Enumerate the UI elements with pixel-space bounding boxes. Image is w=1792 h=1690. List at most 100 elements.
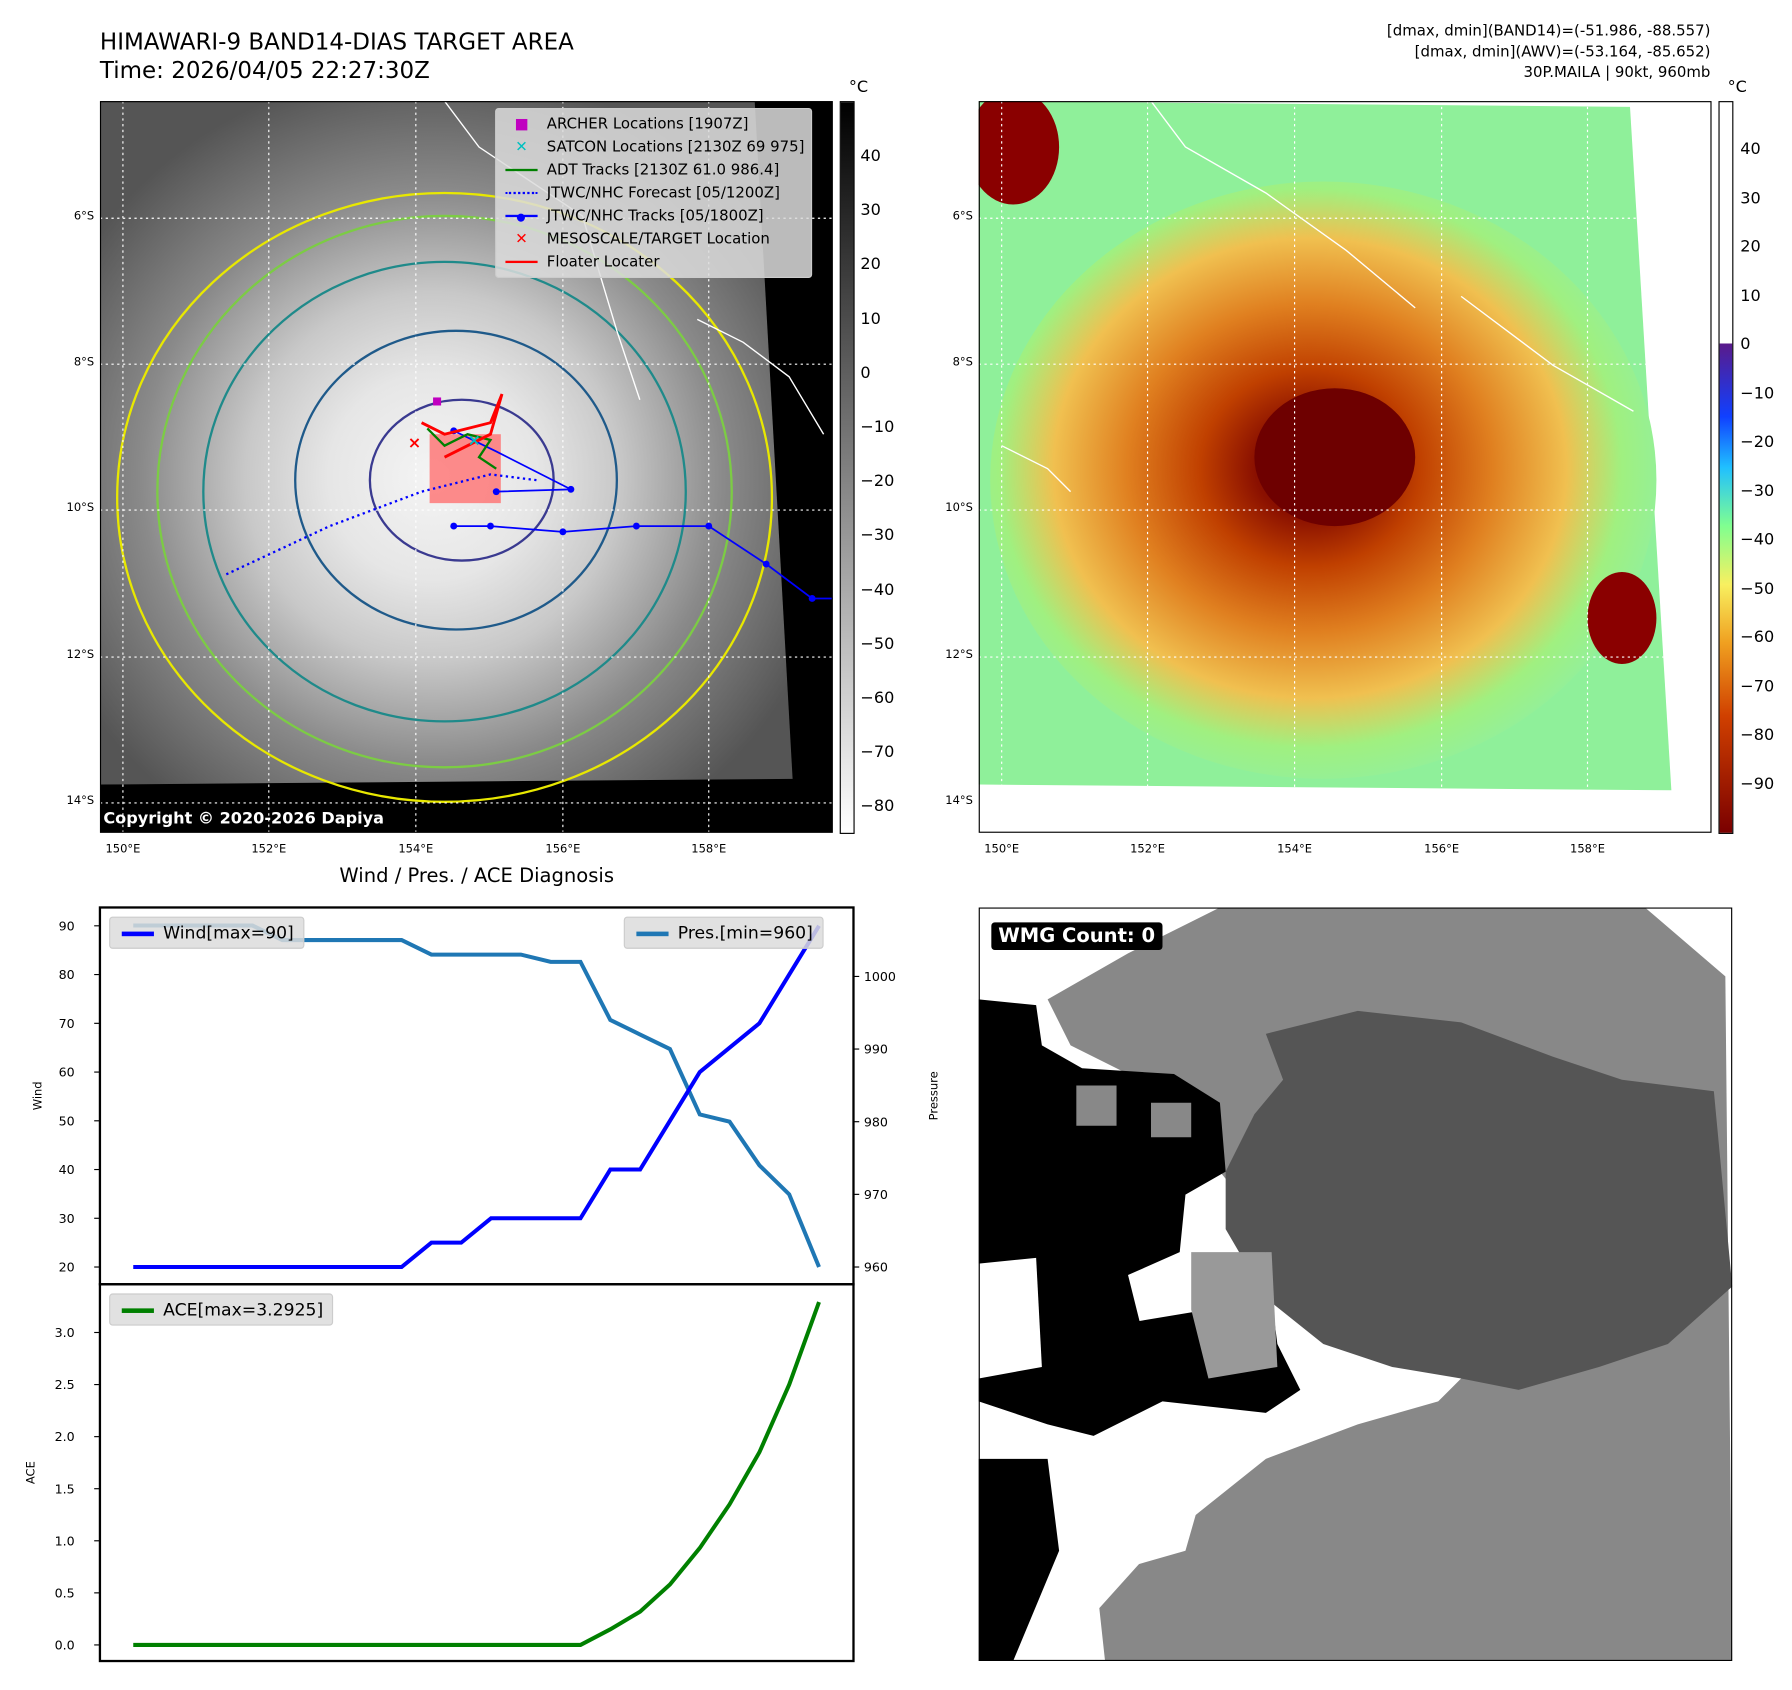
colorbar-tick-right: 10 <box>1740 286 1761 305</box>
colorbar-tick-right: −30 <box>1740 481 1775 501</box>
lon-label-left: 152°E <box>251 843 287 856</box>
lat-label-left: 14°S <box>66 794 95 808</box>
colorbar-tick-right: −10 <box>1740 384 1775 403</box>
forecast-track <box>225 473 537 576</box>
x-marker-icon: ✕ <box>515 230 528 248</box>
ace-tick-label: 3.0 <box>55 1325 75 1340</box>
legend-archer: ■ ARCHER Locations [1907Z] <box>503 113 804 136</box>
ace-legend: ACE[max=3.2925] <box>109 1293 334 1326</box>
colorbar-unit: °C <box>848 78 869 97</box>
wmg-dark-region <box>1225 1010 1733 1390</box>
wmg-count-label: WMG Count: 0 <box>991 922 1162 950</box>
lon-label-right: 156°E <box>1424 843 1460 856</box>
lon-label-right: 158°E <box>1570 843 1605 856</box>
storm-info: 30P.MAILA | 90kt, 960mb <box>1523 64 1711 82</box>
colorbar-tick-left: 10 <box>860 309 881 329</box>
wind-tick-label: 90 <box>59 918 75 933</box>
satcon-marker: × <box>468 431 481 450</box>
lat-label-right: 8°S <box>952 356 973 369</box>
colorbar-tick-right: −80 <box>1740 725 1775 745</box>
wind-tick-label: 70 <box>59 1016 75 1031</box>
colorbar-tick-left: −40 <box>860 580 895 600</box>
ace-tick-label: 0.5 <box>55 1585 75 1600</box>
lat-label-left: 12°S <box>66 649 95 662</box>
colorbar-tick-right: 40 <box>1740 140 1761 159</box>
ace-tick-label: 0.0 <box>55 1638 75 1653</box>
pressure-tick-label: 980 <box>864 1114 888 1129</box>
legend-target: ✕ MESOSCALE/TARGET Location <box>503 227 804 250</box>
band14-map-frame <box>99 101 833 833</box>
lat-label-right: 14°S <box>945 794 973 808</box>
lon-label-right: 152°E <box>1130 843 1166 856</box>
line-icon <box>119 1299 156 1320</box>
ace-tick-label: 1.5 <box>55 1481 75 1496</box>
colorbar-tick-right: 30 <box>1740 188 1761 208</box>
colorbar-tick-right: −90 <box>1740 774 1775 794</box>
colorbar-tick-right: 0 <box>1740 335 1751 354</box>
colorbar-tick-right: −50 <box>1740 579 1775 598</box>
colorbar-tick-left: −30 <box>860 526 895 545</box>
adt-track <box>426 427 497 470</box>
map-legend: ■ ARCHER Locations [1907Z] ✕ SATCON Locati… <box>495 107 813 278</box>
stats-band14: [dmax, dmin](BAND14)=(-51.986, -88.557) <box>1386 22 1711 41</box>
best-track <box>453 525 833 600</box>
wind-tick-label: 30 <box>59 1211 75 1226</box>
colorbar-tick-right: −40 <box>1740 530 1775 550</box>
square-marker-icon: ■ <box>514 115 529 133</box>
figure-time: Time: 2026/04/05 22:27:30Z <box>99 56 430 84</box>
lon-label-left: 156°E <box>545 843 581 856</box>
lat-label-left: 8°S <box>73 356 95 369</box>
colorbar-tick-right: −60 <box>1740 628 1775 647</box>
colorbar-tick-left: −50 <box>860 634 895 654</box>
wind-tick-label: 60 <box>59 1065 75 1080</box>
line-dot-icon <box>503 207 540 224</box>
legend-forecast: JTWC/NHC Forecast [05/1200Z] <box>503 181 804 204</box>
colorbar-tick-right: 20 <box>1740 237 1761 257</box>
colorbar-tick-right: −20 <box>1740 433 1775 452</box>
pressure-axis-label: Pressure <box>926 1071 940 1120</box>
archer-marker <box>433 397 442 406</box>
wind-legend: Wind[max=90] <box>109 916 305 949</box>
legend-adt: ADT Tracks [2130Z 61.0 986.4] <box>503 159 804 182</box>
awv-map <box>978 101 1712 833</box>
lat-label-right: 6°S <box>952 210 973 223</box>
line-icon <box>634 922 671 943</box>
lon-label-right: 154°E <box>1277 843 1313 856</box>
colorbar-tick-left: 0 <box>860 363 871 383</box>
awv-map-frame <box>978 101 1712 833</box>
floater-track <box>420 393 504 459</box>
colorbar-unit: °C <box>1727 78 1747 97</box>
pressure-line <box>133 923 821 1268</box>
legend-tracks: JTWC/NHC Tracks [05/1800Z] <box>503 204 804 227</box>
colorbar-tick-left: 40 <box>860 147 881 166</box>
ace-tick-label: 2.5 <box>55 1377 75 1392</box>
dotted-line-icon <box>503 184 540 201</box>
lon-label-left: 154°E <box>398 843 434 856</box>
lat-label-left: 6°S <box>73 210 95 223</box>
pressure-legend: Pres.[min=960] <box>623 916 824 949</box>
lon-label-left: 158°E <box>691 843 727 856</box>
x-marker-icon: ✕ <box>515 138 528 156</box>
ace-axis-label: ACE <box>23 1461 37 1484</box>
figure-title: HIMAWARI-9 BAND14-DIAS TARGET AREA <box>99 27 574 56</box>
lon-label-right: 150°E <box>984 843 1020 856</box>
legend-floater: Floater Locater <box>503 250 804 273</box>
lat-label-right: 10°S <box>945 501 973 515</box>
colorbar-tick-left: 30 <box>860 201 881 220</box>
colorbar-tick-left: −60 <box>860 689 895 708</box>
ace-tick-label: 2.0 <box>55 1429 75 1444</box>
stats-awv: [dmax, dmin](AWV)=(-53.164, -85.652) <box>1414 43 1711 61</box>
line-icon <box>119 922 156 943</box>
ace-tick-label: 1.0 <box>55 1533 75 1548</box>
colorbar-tick-right: −70 <box>1740 677 1775 696</box>
lat-label-right: 12°S <box>945 649 973 662</box>
pressure-tick-label: 1000 <box>864 969 896 984</box>
colorbar-tick-left: 20 <box>860 255 881 274</box>
wmg-panel <box>978 907 1733 1662</box>
wind-tick-label: 20 <box>59 1260 75 1275</box>
lat-label-left: 10°S <box>66 501 95 515</box>
pressure-tick-label: 970 <box>864 1187 888 1202</box>
colorbar-tick-left: −20 <box>860 472 895 491</box>
diagnosis-chart: 20 30 40 50 60 70 80 90 960 970 980 990 1000 0.0 0.5 1.… <box>23 906 940 1663</box>
line-icon <box>503 253 540 270</box>
